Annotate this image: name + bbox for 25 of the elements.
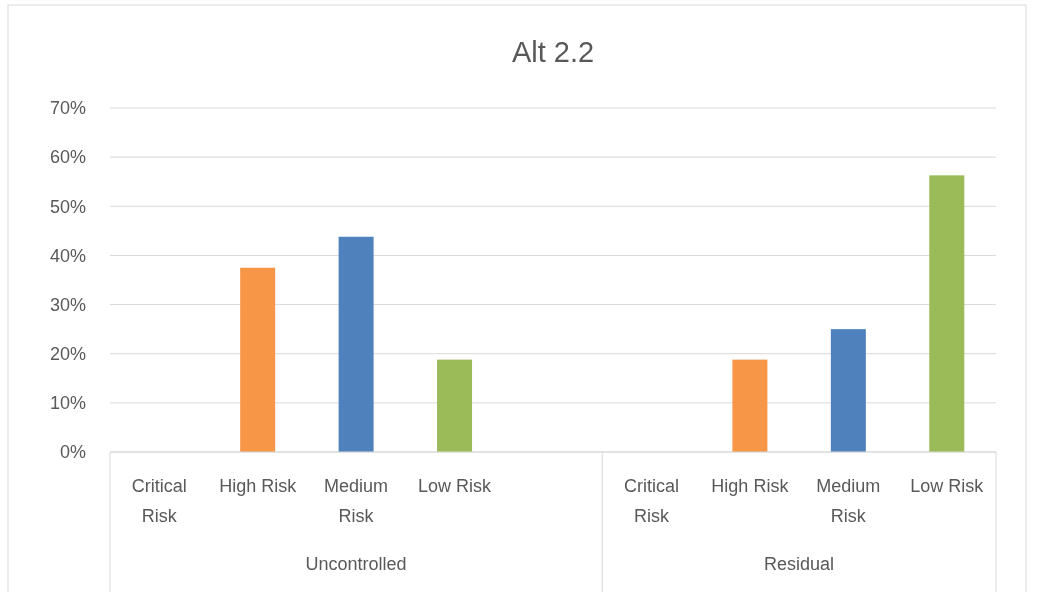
x-tick-label: Medium Risk bbox=[324, 476, 389, 526]
bar bbox=[732, 359, 768, 452]
bar bbox=[338, 236, 374, 452]
y-tick-label: 10% bbox=[49, 393, 86, 414]
x-tick-label: Critical Risk bbox=[623, 476, 679, 526]
bar bbox=[929, 175, 965, 452]
y-tick-label: 50% bbox=[49, 196, 86, 217]
y-tick-label: 0% bbox=[59, 442, 86, 463]
x-tick-label: Critical Risk bbox=[131, 476, 187, 526]
x-tick-label: Low Risk bbox=[910, 476, 985, 496]
x-tick-label: Low Risk bbox=[418, 476, 493, 496]
y-tick-label: 60% bbox=[49, 147, 86, 168]
y-tick-label: 30% bbox=[49, 294, 86, 315]
bar bbox=[437, 359, 473, 452]
text: Residual bbox=[764, 554, 835, 574]
chart-title: Alt 2.2 bbox=[511, 36, 595, 68]
text: Uncontrolled bbox=[305, 554, 407, 574]
y-tick-label: 40% bbox=[49, 245, 86, 266]
x-tick-label: Medium Risk bbox=[816, 476, 881, 526]
bar bbox=[830, 329, 866, 452]
x-tick-label: High Risk bbox=[219, 476, 298, 496]
y-tick-label: 70% bbox=[49, 98, 86, 119]
x-tick-label: High Risk bbox=[711, 476, 790, 496]
y-tick-label: 20% bbox=[49, 344, 86, 365]
bar bbox=[240, 267, 276, 452]
